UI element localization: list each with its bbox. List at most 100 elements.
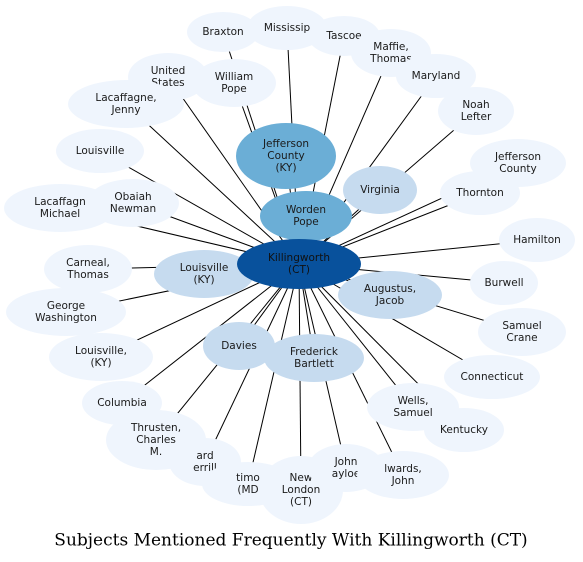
node-mississippi: Mississip <box>247 6 327 50</box>
node-label-kentucky: Kentucky <box>440 424 488 436</box>
node-edwards-john: lwards, John <box>357 451 449 499</box>
node-label-line: London <box>282 484 321 496</box>
node-label-line: Samuel <box>502 320 541 332</box>
node-label-line: Virginia <box>360 184 400 196</box>
node-label-line: Worden <box>286 204 326 216</box>
node-shape-frederick-bartlett <box>264 334 364 382</box>
node-braxton: Braxton <box>187 12 259 52</box>
node-label-line: Washington <box>35 312 97 324</box>
node-shape-davies <box>203 322 275 370</box>
node-shape-william-pope <box>192 59 276 107</box>
node-label-virginia: Virginia <box>360 184 400 196</box>
node-burwell: Burwell <box>470 261 538 305</box>
node-label-line: Pope <box>221 83 247 95</box>
node-label-line: Michael <box>40 208 80 220</box>
node-label-line: Connecticut <box>461 371 524 383</box>
node-label-line: Augustus, <box>364 283 416 295</box>
node-label-line: Lacaffagn <box>34 196 85 208</box>
node-label-line: Carneal, <box>66 257 110 269</box>
node-shape-noah-lefter <box>438 87 514 135</box>
node-label-line: (KY) <box>90 357 111 369</box>
node-label-line: George <box>47 300 85 312</box>
node-label-lacaffagne-jenny: Lacaffagne, Jenny <box>95 92 156 116</box>
node-shape-kentucky <box>424 408 504 452</box>
node-label-burwell: Burwell <box>484 277 523 289</box>
node-label-line: Columbia <box>97 397 147 409</box>
node-obaiah-newman: Obaiah Newman <box>87 179 179 227</box>
node-label-line: Lefter <box>461 111 492 123</box>
node-samuel-crane: Samuel Crane <box>478 308 566 356</box>
node-label-line: Crane <box>506 332 537 344</box>
node-shape-george-washington <box>6 288 126 336</box>
node-label-line: Thomas <box>369 53 412 65</box>
node-shape-connecticut <box>444 355 540 399</box>
node-label-maffie-thomas: Maffie, Thomas <box>369 41 412 65</box>
node-label-line: M. <box>150 446 162 458</box>
edge-baltimore-md <box>247 263 300 485</box>
node-label-augustus-jacob: Augustus, Jacob <box>364 283 416 307</box>
node-label-louisville-ky: Louisville (KY) <box>180 262 229 286</box>
node-label-line: Thrusten, <box>130 422 181 434</box>
node-shape-braxton <box>187 12 259 52</box>
node-shape-edwards-john <box>357 451 449 499</box>
node-frederick-bartlett: Frederick Bartlett <box>264 334 364 382</box>
node-label-louisville: Louisville <box>76 145 125 157</box>
node-label-edwards-john: lwards, John <box>384 463 422 487</box>
node-label-line: Jefferson <box>494 151 541 163</box>
node-label-new-london-ct: New London (CT) <box>282 472 321 508</box>
node-label-thrusten-charles: Thrusten, Charles M. <box>130 422 181 458</box>
node-louisville-ky: Louisville (KY) <box>154 250 254 298</box>
node-label-noah-lefter: Noah Lefter <box>461 99 492 123</box>
node-label-line: Noah <box>462 99 489 111</box>
chart-title: Subjects Mentioned Frequently With Killi… <box>54 531 527 551</box>
node-label-line: (MD <box>237 484 258 496</box>
node-label-line: Lacaffagne, <box>95 92 156 104</box>
node-label-line: Thomas <box>66 269 109 281</box>
node-connecticut: Connecticut <box>444 355 540 399</box>
node-label-line: Charles <box>136 434 176 446</box>
node-label-line: ayloe <box>332 468 360 480</box>
node-label-thornton: Thornton <box>455 187 503 199</box>
node-label-samuel-crane: Samuel Crane <box>502 320 541 344</box>
node-maryland: Maryland <box>396 54 476 98</box>
node-worden-pope: Worden Pope <box>260 191 352 241</box>
node-label-wells-samuel: Wells, Samuel <box>393 395 432 419</box>
node-hamilton: Hamilton <box>499 218 575 262</box>
node-shape-louisville-ky <box>154 250 254 298</box>
node-label-louisville-ky-2: Louisville, (KY) <box>75 345 127 369</box>
node-label-line: Kentucky <box>440 424 488 436</box>
node-label-line: Louisville <box>76 145 125 157</box>
node-label-maryland: Maryland <box>412 70 461 82</box>
node-label-line: United <box>151 65 186 77</box>
node-shape-louisville <box>56 129 144 173</box>
node-label-line: Jefferson <box>262 138 309 150</box>
node-louisville-ky-2: Louisville, (KY) <box>49 333 153 381</box>
node-shape-obaiah-newman <box>87 179 179 227</box>
node-shape-lacaffagne-michael <box>4 184 116 232</box>
node-label-line: John <box>334 456 358 468</box>
node-william-pope: William Pope <box>192 59 276 107</box>
node-label-line: Louisville <box>180 262 229 274</box>
node-label-george-washington: George Washington <box>35 300 97 324</box>
node-label-line: Thornton <box>455 187 503 199</box>
node-george-washington: George Washington <box>6 288 126 336</box>
node-label-davies: Davies <box>221 340 257 352</box>
node-label-worden-pope: Worden Pope <box>286 204 326 228</box>
node-label-line: Samuel <box>393 407 432 419</box>
node-shape-louisville-ky-2 <box>49 333 153 381</box>
node-carneal-thomas: Carneal, Thomas <box>44 245 132 293</box>
node-shape-jefferson-county-ky <box>236 123 336 189</box>
node-label-line: Wells, <box>398 395 429 407</box>
node-label-line: New <box>290 472 313 484</box>
node-label-baltimore-md: timo (MD <box>236 472 260 496</box>
node-lacaffagne-jenny: Lacaffagne, Jenny <box>68 80 184 128</box>
node-label-line: Burwell <box>484 277 523 289</box>
node-shape-thornton <box>440 171 520 215</box>
node-label-line: Tascoe <box>325 30 361 42</box>
node-shape-virginia <box>343 166 417 214</box>
node-label-line: Bartlett <box>294 358 334 370</box>
node-label-line: Newman <box>110 203 156 215</box>
node-label-line: Braxton <box>202 26 243 38</box>
